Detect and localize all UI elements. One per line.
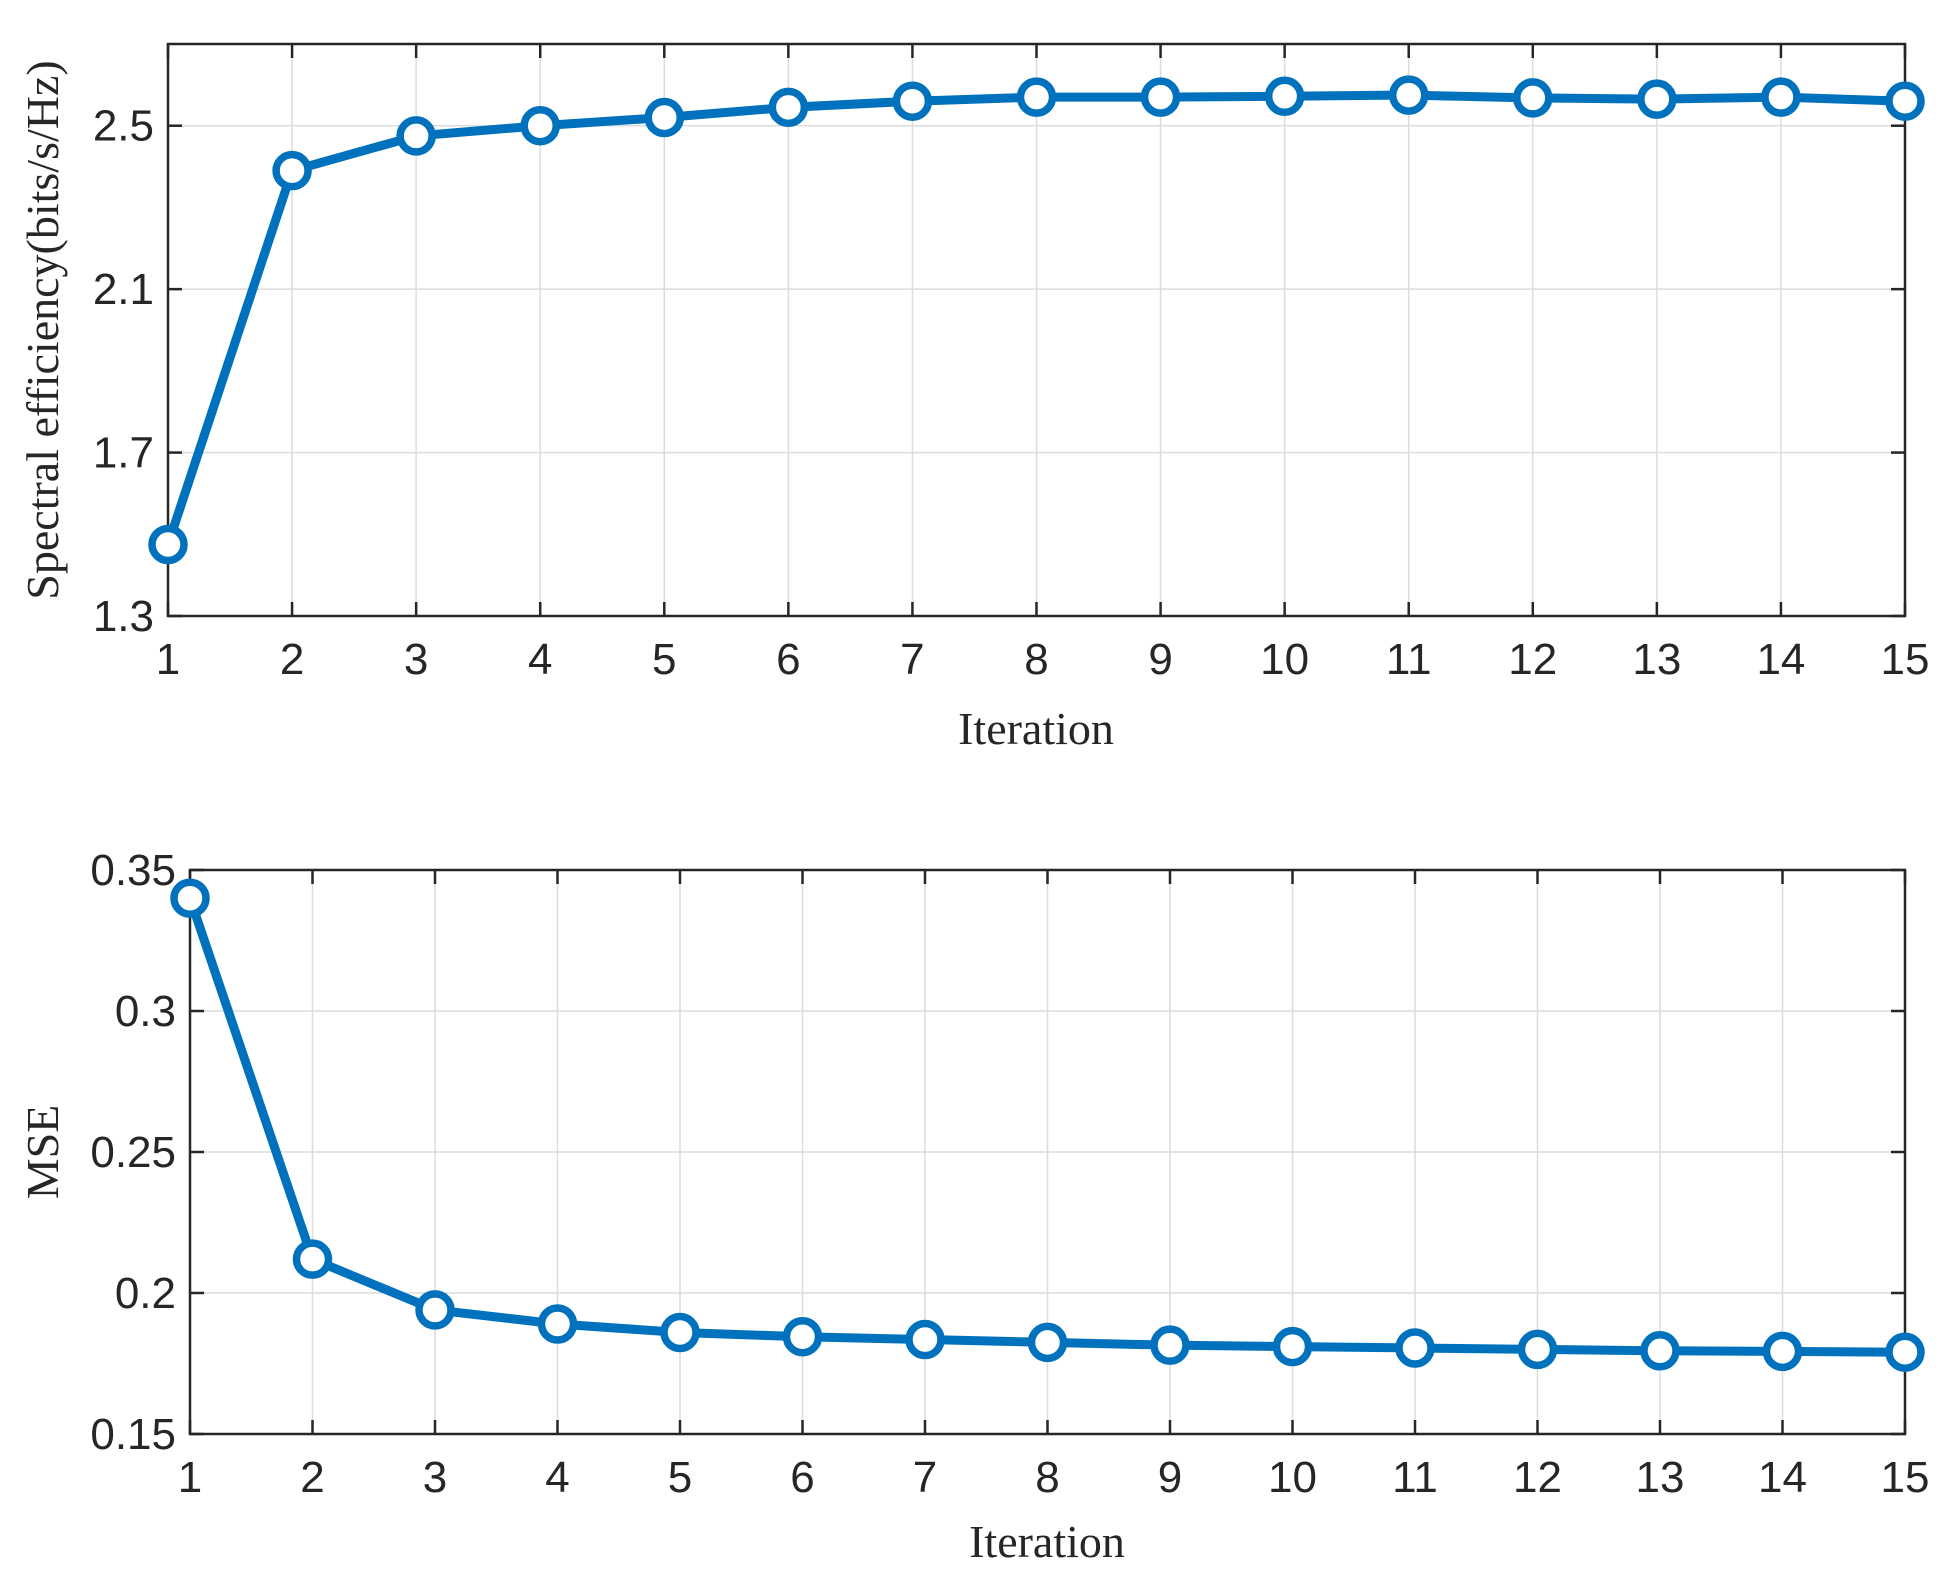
spectral-efficiency-series — [148, 75, 1925, 565]
spectral-efficiency-x-tick-label: 8 — [1024, 635, 1048, 684]
spectral-efficiency-grid — [168, 44, 1905, 616]
spectral-efficiency-data-point — [1513, 78, 1553, 118]
mse-x-tick-label: 14 — [1758, 1453, 1807, 1502]
mse-y-tick-label: 0.3 — [115, 987, 176, 1036]
mse-x-tick-label: 11 — [1392, 1453, 1438, 1502]
spectral-efficiency-plot: 1 2 3 4 5 6 7 8 9 10 11 12 13 14 151.31.72.12.5 Iterat… — [17, 42, 1930, 754]
mse-y-tick-label: 0.2 — [115, 1269, 176, 1318]
spectral-efficiency-data-point — [892, 81, 933, 121]
spectral-efficiency-data-point — [520, 105, 560, 146]
spectral-efficiency-ticks: 1 2 3 4 5 6 7 8 9 10 11 12 13 14 151.31.72.12.5 — [93, 44, 1930, 684]
mse-y-axis-label: MSE — [17, 1105, 68, 1200]
mse-x-tick-label: 15 — [1881, 1453, 1930, 1502]
spectral-efficiency-x-tick-label: 5 — [652, 635, 676, 684]
spectral-efficiency-y-tick-label: 2.5 — [93, 102, 154, 151]
spectral-efficiency-data-point — [1264, 76, 1305, 117]
spectral-efficiency-y-tick-label: 1.3 — [93, 592, 154, 641]
spectral-efficiency-x-tick-label: 6 — [776, 635, 800, 684]
spectral-efficiency-x-tick-label: 15 — [1881, 635, 1930, 684]
spectral-efficiency-data-point — [644, 97, 685, 138]
mse-x-tick-label: 1 — [178, 1453, 202, 1502]
spectral-efficiency-data-point — [396, 116, 436, 156]
mse-data-point — [1150, 1325, 1190, 1365]
spectral-efficiency-x-tick-label: 11 — [1386, 635, 1432, 684]
mse-x-tick-label: 7 — [913, 1453, 937, 1502]
spectral-efficiency-data-point — [768, 87, 809, 128]
spectral-efficiency-data-point — [1761, 77, 1801, 117]
spectral-efficiency-data-point — [1637, 79, 1677, 119]
mse-x-tick-label: 10 — [1268, 1453, 1317, 1502]
mse-data-point — [1640, 1331, 1680, 1371]
mse-data-point — [1517, 1329, 1558, 1370]
mse-x-tick-label: 3 — [423, 1453, 447, 1502]
spectral-efficiency-x-tick-label: 14 — [1756, 635, 1805, 684]
mse-x-tick-label: 2 — [300, 1453, 324, 1502]
mse-data-point — [782, 1316, 823, 1357]
mse-y-tick-label: 0.35 — [90, 846, 176, 895]
mse-x-tick-label: 6 — [790, 1453, 814, 1502]
mse-data-point — [292, 1239, 333, 1279]
mse-x-tick-label: 12 — [1513, 1453, 1562, 1502]
spectral-efficiency-x-tick-label: 7 — [900, 635, 924, 684]
mse-data-point — [660, 1312, 700, 1353]
spectral-efficiency-data-point — [148, 524, 188, 565]
spectral-efficiency-x-tick-label: 12 — [1508, 635, 1557, 684]
mse-data-point — [170, 878, 210, 918]
spectral-efficiency-x-tick-label: 3 — [404, 635, 428, 684]
spectral-efficiency-data-point — [1885, 81, 1925, 121]
spectral-efficiency-data-point — [272, 150, 312, 191]
spectral-efficiency-y-axis-label: Spectral efficiency(bits/s/Hz) — [17, 60, 68, 599]
spectral-efficiency-y-tick-label: 1.7 — [93, 429, 154, 478]
mse-x-axis-label: Iteration — [969, 1516, 1125, 1567]
mse-data-point — [905, 1319, 945, 1360]
mse-ticks: 1 2 3 4 5 6 7 8 9 10 11 12 13 14 150.150.20.250.30.35 — [90, 846, 1929, 1502]
mse-y-tick-label: 0.25 — [90, 1128, 176, 1177]
mse-y-tick-label: 0.15 — [90, 1410, 176, 1459]
mse-data-point — [1395, 1328, 1435, 1368]
spectral-efficiency-x-tick-label: 10 — [1260, 635, 1309, 684]
spectral-efficiency-x-tick-label: 2 — [280, 635, 304, 684]
spectral-efficiency-x-axis-label: Iteration — [958, 703, 1114, 754]
spectral-efficiency-data-point — [1388, 75, 1429, 115]
mse-data-point — [1885, 1332, 1925, 1372]
spectral-efficiency-x-tick-label: 1 — [156, 635, 180, 684]
spectral-efficiency-data-point — [1140, 77, 1181, 117]
mse-series — [170, 878, 1925, 1372]
mse-plot: 1 2 3 4 5 6 7 8 9 10 11 12 13 14 150.150.20.250.30.35 … — [17, 846, 1929, 1567]
spectral-efficiency-data-point — [1016, 77, 1057, 117]
mse-x-tick-label: 9 — [1158, 1453, 1182, 1502]
mse-data-point — [1272, 1326, 1313, 1367]
mse-x-tick-label: 13 — [1636, 1453, 1685, 1502]
spectral-efficiency-x-tick-label: 13 — [1632, 635, 1681, 684]
spectral-efficiency-y-tick-label: 2.1 — [93, 265, 154, 314]
mse-data-point — [415, 1290, 455, 1330]
mse-x-tick-label: 5 — [668, 1453, 692, 1502]
mse-data-point — [1762, 1331, 1803, 1372]
mse-data-point — [537, 1304, 578, 1344]
mse-x-tick-label: 8 — [1035, 1453, 1059, 1502]
spectral-efficiency-x-tick-label: 4 — [528, 635, 552, 684]
spectral-efficiency-x-tick-label: 9 — [1148, 635, 1172, 684]
mse-x-tick-label: 4 — [545, 1453, 569, 1502]
mse-data-point — [1027, 1322, 1068, 1363]
